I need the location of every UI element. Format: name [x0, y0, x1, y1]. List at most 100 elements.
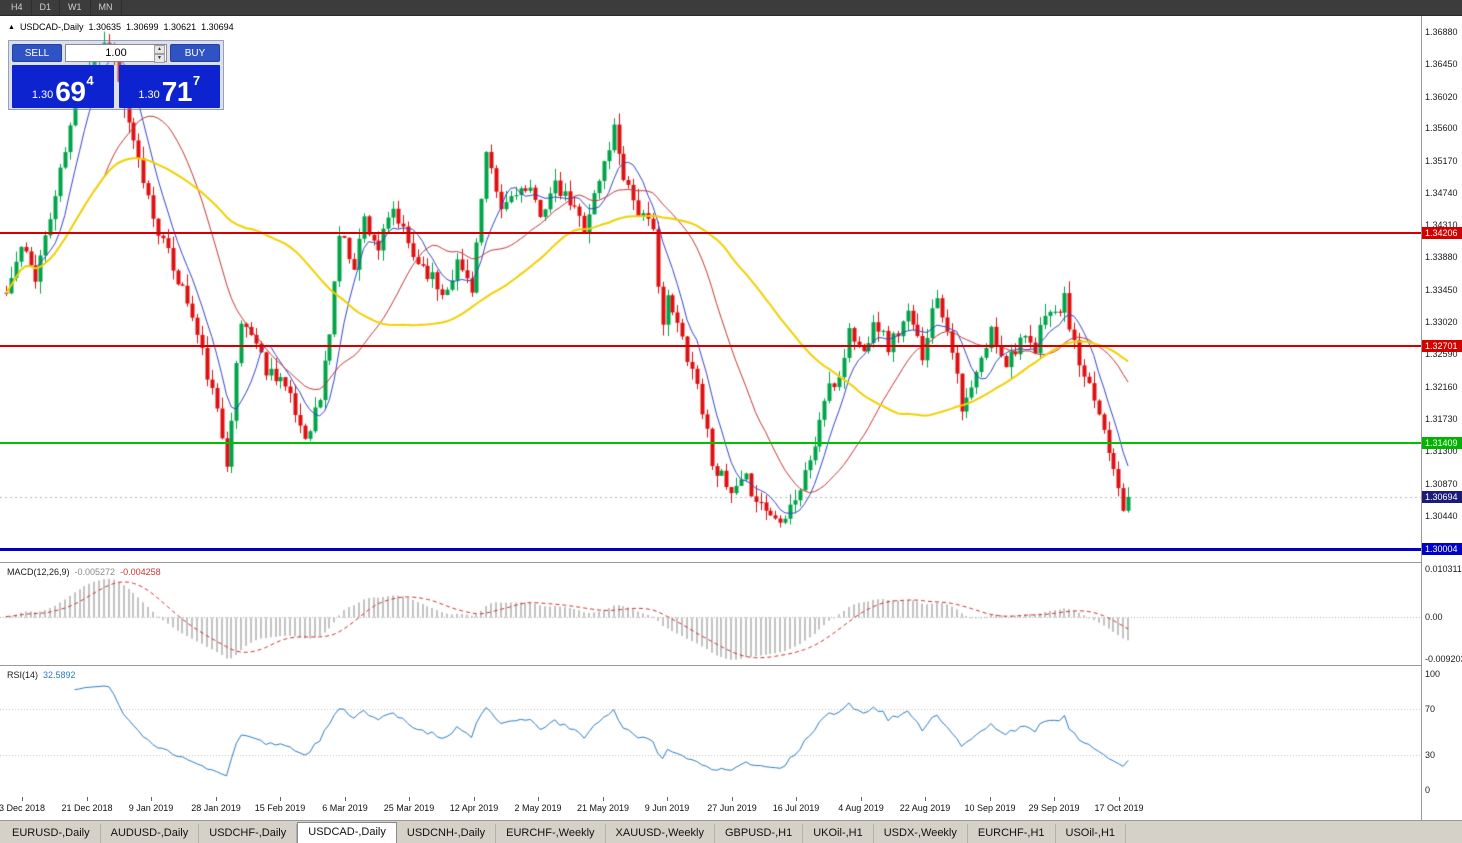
sell-button[interactable]: SELL	[12, 44, 62, 62]
buy-price-button[interactable]: 1.30 71 7	[118, 65, 220, 108]
price-scale-label: 1.36450	[1425, 59, 1458, 69]
date-tick	[732, 797, 733, 801]
timeframe-button-w1[interactable]: W1	[60, 0, 91, 15]
price-scale-label: 1.36880	[1425, 27, 1458, 37]
date-tick	[474, 797, 475, 801]
chart-window: ▲ USDCAD-,Daily 1.30635 1.30699 1.30621 …	[0, 16, 1462, 820]
price-scale-label: 1.31730	[1425, 414, 1458, 424]
price-tag: 1.30004	[1422, 543, 1462, 555]
price-scale-label: 1.30870	[1425, 479, 1458, 489]
price-scale-label: 30	[1425, 750, 1436, 760]
tab-usdchf-daily[interactable]: USDCHF-,Daily	[199, 824, 298, 843]
panel-resize-handle[interactable]	[0, 562, 1462, 563]
price-chart-canvas[interactable]	[0, 16, 1422, 562]
macd-signal-value: -0.004258	[120, 567, 161, 577]
chart-ohlc-header: ▲ USDCAD-,Daily 1.30635 1.30699 1.30621 …	[8, 22, 234, 32]
buy-price-base: 1.30	[138, 89, 160, 101]
tab-audusd-daily[interactable]: AUDUSD-,Daily	[101, 824, 200, 843]
price-scale-label: 1.32160	[1425, 382, 1458, 392]
timeframe-button-h4[interactable]: H4	[3, 0, 32, 15]
price-scale-label: 1.36020	[1425, 92, 1458, 102]
date-tick	[345, 797, 346, 801]
ohlc-open: 1.30635	[88, 22, 121, 32]
date-tick	[280, 797, 281, 801]
price-scale-label: 100	[1425, 669, 1441, 679]
date-axis: 3 Dec 2018 21 Dec 2018 9 Jan 2019 28 Jan 20…	[0, 796, 1422, 820]
date-tick	[538, 797, 539, 801]
tab-gbpusd-h1[interactable]: GBPUSD-,H1	[715, 824, 804, 843]
price-tag: 1.31409	[1422, 437, 1462, 449]
price-tag: 1.30694	[1422, 491, 1462, 503]
price-scale-label: 1.33450	[1425, 285, 1458, 295]
tab-usdcnh-daily[interactable]: USDCNH-,Daily	[397, 824, 497, 843]
tab-eurusd-daily[interactable]: EURUSD-,Daily	[2, 824, 101, 843]
volume-up-icon[interactable]: ▲	[154, 45, 165, 54]
tab-usdcad-daily[interactable]: USDCAD-,Daily	[297, 822, 397, 843]
rsi-indicator-canvas[interactable]	[0, 666, 1422, 796]
volume-down-icon[interactable]: ▼	[154, 54, 165, 63]
timeframe-button-mn[interactable]: MN	[91, 0, 122, 15]
tab-xauusd-weekly[interactable]: XAUUSD-,Weekly	[606, 824, 715, 843]
buy-price-pips: 71	[161, 76, 193, 107]
buy-price-point: 7	[192, 73, 201, 88]
price-scale-label: 1.30440	[1425, 511, 1458, 521]
timeframe-toolbar: H4 D1 W1 MN	[0, 0, 1462, 16]
date-axis-label: 28 Jan 2019	[191, 803, 241, 813]
price-scale-label: 70	[1425, 704, 1436, 714]
panel-resize-handle[interactable]	[0, 665, 1462, 666]
volume-input[interactable]: 1.00 ▲ ▼	[65, 44, 167, 63]
date-tick	[796, 797, 797, 801]
tab-usoil-h1[interactable]: USOil-,H1	[1056, 824, 1127, 843]
date-axis-label: 16 Jul 2019	[772, 803, 820, 813]
price-scale-label: 0.010311	[1425, 564, 1462, 574]
date-axis-label: 21 May 2019	[576, 803, 630, 813]
rsi-name: RSI(14)	[7, 670, 39, 680]
date-axis-label: 6 Mar 2019	[322, 803, 368, 813]
date-axis-label: 9 Jan 2019	[128, 803, 174, 813]
timeframe-button-d1[interactable]: D1	[32, 0, 61, 15]
date-tick	[409, 797, 410, 801]
date-axis-label: 21 Dec 2018	[61, 803, 113, 813]
price-scale-label: 1.34310	[1425, 220, 1458, 230]
date-axis-label: 10 Sep 2019	[964, 803, 1016, 813]
price-scale-label: 0.00	[1425, 612, 1443, 622]
ohlc-close: 1.30694	[201, 22, 234, 32]
macd-indicator-canvas[interactable]	[0, 563, 1422, 665]
date-tick	[216, 797, 217, 801]
volume-spinner: ▲ ▼	[154, 45, 165, 63]
date-axis-label: 22 Aug 2019	[899, 803, 951, 813]
chart-expand-icon[interactable]: ▲	[8, 23, 15, 31]
macd-label: MACD(12,26,9) -0.005272 -0.004258	[7, 567, 161, 577]
price-scale-label: 0	[1425, 785, 1431, 795]
date-axis-label: 25 Mar 2019	[383, 803, 435, 813]
tab-ukoil-h1[interactable]: UKOil-,H1	[803, 824, 874, 843]
date-axis-label: 29 Sep 2019	[1028, 803, 1080, 813]
tab-eurchf-weekly[interactable]: EURCHF-,Weekly	[496, 824, 606, 843]
date-axis-label: 27 Jun 2019	[707, 803, 757, 813]
macd-main-value: -0.005272	[74, 567, 116, 577]
tab-eurchf-h1[interactable]: EURCHF-,H1	[968, 824, 1056, 843]
price-tag: 1.32701	[1422, 340, 1462, 352]
price-scale-label: 1.35170	[1425, 156, 1458, 166]
chart-symbol-label: USDCAD-,Daily	[19, 22, 84, 32]
date-tick	[1119, 797, 1120, 801]
volume-value: 1.00	[105, 47, 127, 59]
price-scale-label: 1.31300	[1425, 446, 1458, 456]
date-axis-label: 9 Jun 2019	[644, 803, 690, 813]
date-tick	[603, 797, 604, 801]
ohlc-low: 1.30621	[163, 22, 197, 32]
sell-price-button[interactable]: 1.30 69 4	[12, 65, 114, 108]
price-scale-label: 1.33880	[1425, 252, 1458, 262]
date-tick	[861, 797, 862, 801]
date-tick	[667, 797, 668, 801]
tab-usdx-weekly[interactable]: USDX-,Weekly	[874, 824, 968, 843]
ohlc-high: 1.30699	[126, 22, 159, 32]
buy-button[interactable]: BUY	[170, 44, 220, 62]
price-tag: 1.34206	[1422, 227, 1462, 239]
date-tick	[990, 797, 991, 801]
macd-name: MACD(12,26,9)	[7, 567, 70, 577]
rsi-value: 32.5892	[43, 670, 76, 680]
price-scale-label: -0.009203	[1425, 654, 1462, 664]
price-scale-label: 1.32590	[1425, 349, 1458, 359]
